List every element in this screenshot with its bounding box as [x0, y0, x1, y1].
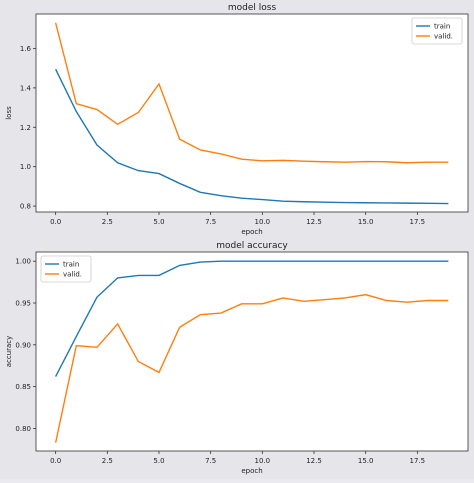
x-tick-label: 2.5 [102, 218, 113, 226]
x-tick-label: 15.0 [358, 218, 374, 226]
y-axis-label: loss [5, 106, 13, 120]
y-tick-label: 1.2 [20, 124, 31, 132]
y-tick-label: 0.85 [15, 383, 31, 391]
x-tick-label: 12.5 [306, 218, 322, 226]
x-tick-label: 7.5 [205, 457, 216, 465]
x-tick-label: 17.5 [410, 457, 426, 465]
plot-area [36, 252, 468, 451]
chart-0: model loss 0.0 2.5 5.0 7.5 10.0 12.5 15.0 17.5 0.… [5, 3, 468, 236]
x-tick-label: 0.0 [50, 218, 61, 226]
y-tick-label: 0.8 [20, 203, 31, 211]
y-tick-label: 1.00 [15, 258, 31, 266]
x-tick-label: 10.0 [255, 218, 271, 226]
legend: train valid. [41, 256, 91, 282]
x-tick-label: 0.0 [50, 457, 61, 465]
legend-label: valid. [434, 33, 453, 41]
chart-title: model accuracy [216, 241, 288, 251]
x-tick-label: 12.5 [306, 457, 322, 465]
x-tick-label: 7.5 [205, 218, 216, 226]
y-tick-label: 1.0 [20, 163, 31, 171]
y-tick-label: 1.6 [20, 45, 32, 53]
y-tick-label: 0.95 [15, 300, 31, 308]
legend: train valid. [412, 18, 462, 44]
y-tick-label: 0.90 [15, 341, 31, 349]
chart-title: model loss [228, 3, 277, 13]
y-axis-label: accuracy [5, 336, 13, 368]
x-tick-label: 5.0 [153, 218, 164, 226]
legend-label: valid. [63, 271, 82, 279]
x-tick-label: 5.0 [153, 457, 164, 465]
chart-1: model accuracy 0.0 2.5 5.0 7.5 10.0 12.5 15.0 17… [5, 241, 468, 475]
y-tick-label: 1.4 [20, 84, 32, 92]
x-tick-label: 17.5 [410, 218, 426, 226]
legend-label: train [63, 261, 79, 269]
legend-label: train [434, 23, 450, 31]
x-tick-label: 15.0 [358, 457, 374, 465]
x-tick-label: 10.0 [255, 457, 271, 465]
x-axis-label: epoch [241, 467, 262, 475]
x-axis-label: epoch [241, 228, 262, 236]
y-tick-label: 0.80 [15, 425, 31, 433]
x-tick-label: 2.5 [102, 457, 113, 465]
